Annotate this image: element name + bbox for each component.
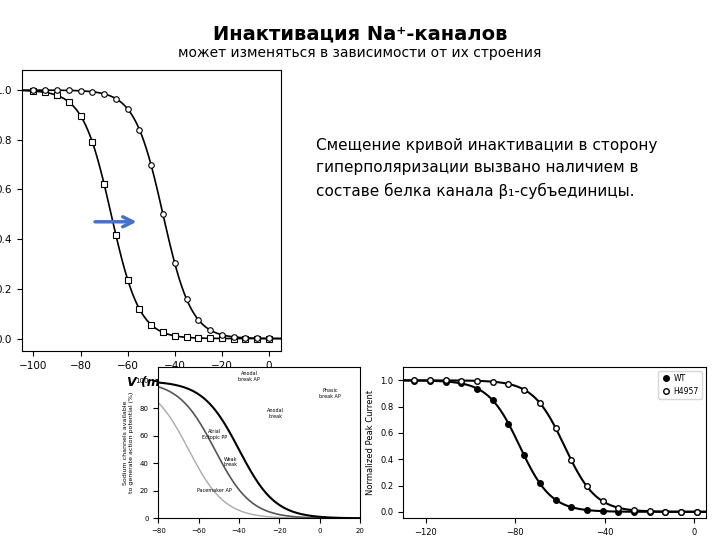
WT bbox=[614, 508, 623, 515]
Text: Anodal
break: Anodal break bbox=[267, 408, 284, 419]
H4957 bbox=[536, 400, 544, 406]
H4957 bbox=[582, 483, 591, 490]
WT bbox=[661, 509, 670, 515]
Text: Pacemaker AP: Pacemaker AP bbox=[197, 488, 233, 493]
H4957 bbox=[504, 381, 513, 387]
Line: H4957: H4957 bbox=[412, 377, 699, 515]
H4957 bbox=[645, 508, 654, 515]
WT bbox=[473, 385, 482, 392]
WT bbox=[441, 379, 450, 385]
WT bbox=[552, 496, 560, 503]
Y-axis label: Normalized Peak Current: Normalized Peak Current bbox=[366, 390, 374, 495]
WT bbox=[677, 509, 685, 515]
Text: Atrial
Ectopic PP: Atrial Ectopic PP bbox=[202, 429, 228, 440]
WT bbox=[536, 480, 544, 487]
H4957 bbox=[520, 387, 528, 393]
WT bbox=[504, 420, 513, 427]
WT bbox=[629, 509, 638, 515]
H4957 bbox=[614, 504, 623, 511]
WT bbox=[582, 507, 591, 514]
H4957 bbox=[661, 508, 670, 515]
H4957 bbox=[426, 377, 434, 383]
Text: Смещение кривой инактивации в сторону
гиперполяризации вызвано наличием в
состав: Смещение кривой инактивации в сторону ги… bbox=[315, 138, 657, 199]
WT bbox=[457, 380, 466, 387]
WT bbox=[693, 509, 701, 515]
Y-axis label: Sodium channels available
to generate action potential (%): Sodium channels available to generate ac… bbox=[123, 392, 134, 494]
H4957 bbox=[598, 498, 607, 504]
WT bbox=[645, 509, 654, 515]
Text: Anodal
break AP: Anodal break AP bbox=[238, 372, 260, 382]
Text: может изменяться в зависимости от их строения: может изменяться в зависимости от их стр… bbox=[179, 46, 541, 60]
H4957 bbox=[441, 377, 450, 383]
Legend: WT, H4957: WT, H4957 bbox=[658, 371, 702, 399]
Text: Инактивация Na⁺-каналов: Инактивация Na⁺-каналов bbox=[212, 24, 508, 43]
H4957 bbox=[677, 509, 685, 515]
WT bbox=[598, 508, 607, 515]
H4957 bbox=[488, 379, 497, 385]
H4957 bbox=[410, 377, 419, 383]
H4957 bbox=[457, 377, 466, 384]
H4957 bbox=[473, 377, 482, 384]
WT bbox=[426, 377, 434, 384]
WT bbox=[567, 504, 575, 510]
H4957 bbox=[629, 507, 638, 514]
X-axis label: V (mV): V (mV) bbox=[127, 376, 175, 389]
WT bbox=[520, 452, 528, 458]
Text: Weak
break: Weak break bbox=[224, 456, 238, 467]
H4957 bbox=[693, 509, 701, 515]
Line: WT: WT bbox=[412, 377, 699, 515]
WT bbox=[410, 377, 419, 384]
H4957 bbox=[567, 457, 575, 463]
H4957 bbox=[552, 424, 560, 431]
Text: Phasic
break AP: Phasic break AP bbox=[319, 388, 341, 399]
WT bbox=[488, 397, 497, 404]
